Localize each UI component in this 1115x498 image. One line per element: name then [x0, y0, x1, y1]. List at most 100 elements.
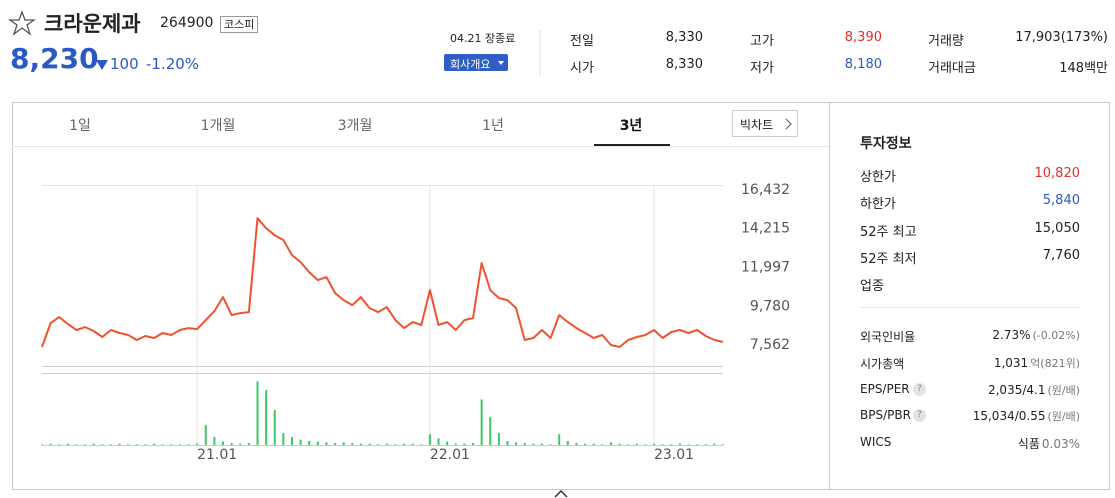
market-status: 04.21 장종료	[450, 32, 516, 45]
volume-bar	[687, 444, 690, 445]
volume-bar	[437, 438, 440, 445]
volume-bar	[472, 442, 475, 445]
volume-bar	[75, 444, 78, 445]
volume-bar	[230, 442, 233, 445]
help-icon[interactable]: ?	[913, 382, 926, 396]
button-label: 빅차트	[740, 118, 774, 132]
invest-value-group: 15,034/0.55 (원/배)	[973, 408, 1080, 424]
summary-value: 17,903(173%)	[1015, 30, 1108, 45]
star-icon[interactable]	[7, 10, 37, 36]
invest-value: 7,760	[1042, 247, 1080, 263]
invest-note: 0.03%	[1041, 437, 1080, 452]
volume-bar	[446, 441, 449, 445]
volume-bar	[118, 443, 121, 445]
volume-bar	[265, 390, 268, 445]
y-tick-label: 14,215	[741, 221, 790, 237]
volume-bar	[41, 444, 43, 445]
invest-note: 억(821위)	[1030, 356, 1080, 370]
invest-note: (원/배)	[1047, 410, 1080, 424]
invest-value: 1,031	[993, 355, 1029, 370]
volume-bar	[49, 443, 52, 445]
x-tick-label: 23.01	[654, 447, 694, 463]
volume-bar	[644, 444, 647, 445]
summary-label: 거래대금	[928, 61, 976, 76]
volume-bar	[420, 444, 423, 445]
invest-label: 52주 최저	[860, 251, 917, 267]
invest-label: EPS/PER	[860, 381, 910, 396]
y-tick-label: 7,562	[750, 337, 790, 353]
volume-bar	[411, 443, 414, 445]
summary-value: 148백만	[1059, 61, 1108, 76]
volume-bar	[627, 444, 630, 445]
volume-bar	[575, 442, 578, 445]
summary-label: 시가	[570, 61, 594, 76]
volume-bar	[290, 436, 293, 445]
big-chart-button[interactable]: 빅차트	[732, 110, 798, 137]
volume-bar	[213, 436, 216, 445]
volume-bar	[540, 443, 543, 445]
tab[interactable]: 3개월	[337, 118, 373, 134]
volume-bar	[101, 444, 104, 445]
stock-code: 264900	[160, 15, 214, 31]
invest-value: 2,035/4.1	[987, 382, 1046, 397]
volume-bar	[566, 440, 569, 445]
volume-bar	[239, 443, 242, 445]
volume-bar	[722, 444, 724, 445]
y-tick-label: 16,432	[741, 182, 790, 198]
volume-bar	[204, 424, 207, 445]
invest-label: WICS	[860, 435, 892, 450]
y-tick-label: 9,780	[750, 298, 790, 314]
volume-bar	[170, 444, 173, 445]
summary-label: 거래량	[928, 34, 964, 49]
caret	[498, 61, 504, 65]
volume-bar	[222, 441, 225, 445]
summary-label: 전일	[570, 34, 594, 49]
volume-bar	[678, 443, 681, 445]
help-icon[interactable]: ?	[913, 409, 926, 423]
tab[interactable]: 3년	[619, 118, 643, 134]
invest-note: (-0.02%)	[1032, 329, 1081, 342]
invest-label: 상한가	[860, 170, 896, 185]
volume-bar	[308, 440, 311, 445]
button-label: 회사개요	[450, 58, 491, 71]
volume-bar	[480, 399, 483, 445]
change-rate: -1.20%	[146, 55, 200, 73]
tab[interactable]: 1년	[482, 118, 504, 134]
price-line	[41, 217, 724, 348]
x-tick-label: 22.01	[430, 447, 470, 463]
volume-bar	[256, 381, 259, 445]
volume-bar	[135, 444, 138, 445]
tab[interactable]: 1일	[69, 118, 91, 134]
volume-bar	[394, 444, 397, 445]
volume-bar	[549, 444, 552, 445]
summary-value: 8,330	[665, 57, 703, 72]
volume-bar	[696, 444, 699, 445]
invest-value: 식품	[1017, 437, 1040, 452]
down-arrow	[96, 60, 108, 70]
invest-value: 10,820	[1034, 166, 1081, 181]
invest-label: 업종	[860, 279, 884, 295]
invest-note: (원/배)	[1047, 383, 1080, 397]
volume-bar	[618, 443, 621, 445]
invest-label: 시가총액	[860, 356, 905, 371]
collapse-icon[interactable]	[554, 489, 568, 498]
volume-bar	[334, 442, 337, 445]
volume-bar	[558, 434, 561, 445]
tab[interactable]: 1개월	[200, 118, 236, 134]
volume-bar	[497, 432, 500, 445]
summary-label: 저가	[750, 61, 774, 76]
volume-bar	[403, 443, 406, 445]
invest-label: BPS/PBR	[860, 408, 911, 423]
volume-bar	[653, 443, 656, 445]
volume-bar	[385, 443, 388, 445]
invest-label: 하한가	[860, 197, 896, 213]
volume-bar	[592, 443, 595, 445]
volume-bar	[704, 444, 707, 445]
volume-bar	[153, 443, 156, 445]
volume-bar	[377, 444, 380, 445]
volume-bar	[161, 444, 164, 445]
company-button[interactable]: 회사개요	[444, 54, 508, 71]
volume-bar	[532, 443, 535, 445]
volume-bar	[635, 443, 638, 445]
